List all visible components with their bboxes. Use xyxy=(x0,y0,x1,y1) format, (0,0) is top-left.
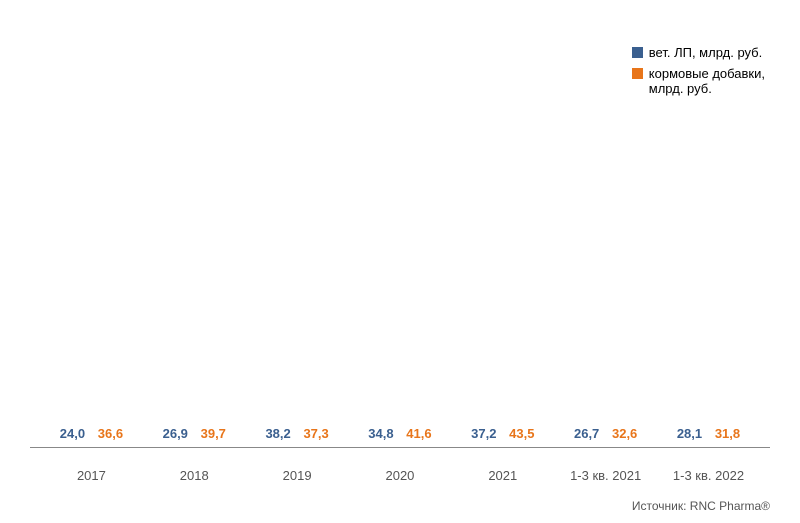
bar-group: 26,7 32,6 xyxy=(569,426,643,447)
bar-value-label: 26,7 xyxy=(574,426,599,441)
bar xyxy=(157,443,193,447)
bar-value-label: 24,0 xyxy=(60,426,85,441)
bar-value-label: 37,2 xyxy=(471,426,496,441)
bar-group: 24,0 36,6 xyxy=(54,426,128,447)
bar-wrap: 31,8 xyxy=(709,426,745,447)
x-axis-labels: 2017 2018 2019 2020 2021 1-3 кв. 2021 1-3 кв. … xyxy=(30,468,770,483)
bar-value-label: 31,8 xyxy=(715,426,740,441)
bar-wrap: 43,5 xyxy=(504,426,540,447)
bar-value-label: 32,6 xyxy=(612,426,637,441)
x-axis-label: 2018 xyxy=(157,468,231,483)
bar xyxy=(504,443,540,447)
source-text: Источник: RNC Pharma® xyxy=(632,499,770,513)
bar-group: 37,2 43,5 xyxy=(466,426,540,447)
bar-wrap: 34,8 xyxy=(363,426,399,447)
bar xyxy=(298,443,334,447)
bar-wrap: 39,7 xyxy=(195,426,231,447)
bar-groups: 24,0 36,6 26,9 39,7 38,2 37,3 34,8 41,6 37,2 43,5… xyxy=(30,35,770,447)
bar-group: 34,8 41,6 xyxy=(363,426,437,447)
bar xyxy=(260,443,296,447)
bar xyxy=(401,443,437,447)
bar-wrap: 37,2 xyxy=(466,426,502,447)
bar xyxy=(569,443,605,447)
bar-wrap: 37,3 xyxy=(298,426,334,447)
bar xyxy=(709,443,745,447)
x-axis-label: 1-3 кв. 2022 xyxy=(671,468,745,483)
bar-value-label: 28,1 xyxy=(677,426,702,441)
bar-group: 38,2 37,3 xyxy=(260,426,334,447)
bar xyxy=(54,443,90,447)
bar-value-label: 36,6 xyxy=(98,426,123,441)
bar xyxy=(195,443,231,447)
bar xyxy=(671,443,707,447)
bar-wrap: 24,0 xyxy=(54,426,90,447)
bar-wrap: 38,2 xyxy=(260,426,296,447)
bar xyxy=(466,443,502,447)
bar xyxy=(363,443,399,447)
x-axis-label: 2019 xyxy=(260,468,334,483)
bar-wrap: 32,6 xyxy=(607,426,643,447)
x-axis-label: 2021 xyxy=(466,468,540,483)
x-axis-label: 2017 xyxy=(54,468,128,483)
bar-value-label: 37,3 xyxy=(303,426,328,441)
x-axis-label: 2020 xyxy=(363,468,437,483)
x-axis-label: 1-3 кв. 2021 xyxy=(569,468,643,483)
bar-group: 26,9 39,7 xyxy=(157,426,231,447)
bar-value-label: 39,7 xyxy=(201,426,226,441)
chart-container: вет. ЛП, млрд. руб. кормовые добавки, мл… xyxy=(0,0,800,523)
bar-wrap: 28,1 xyxy=(671,426,707,447)
bar-value-label: 38,2 xyxy=(265,426,290,441)
plot-area: 24,0 36,6 26,9 39,7 38,2 37,3 34,8 41,6 37,2 43,5… xyxy=(30,35,770,448)
bar-wrap: 36,6 xyxy=(92,426,128,447)
bar-wrap: 26,7 xyxy=(569,426,605,447)
bar-group: 28,1 31,8 xyxy=(671,426,745,447)
bar-value-label: 41,6 xyxy=(406,426,431,441)
bar-value-label: 43,5 xyxy=(509,426,534,441)
bar-value-label: 26,9 xyxy=(163,426,188,441)
bar xyxy=(607,443,643,447)
bar-value-label: 34,8 xyxy=(368,426,393,441)
bar-wrap: 41,6 xyxy=(401,426,437,447)
bar-wrap: 26,9 xyxy=(157,426,193,447)
bar xyxy=(92,443,128,447)
